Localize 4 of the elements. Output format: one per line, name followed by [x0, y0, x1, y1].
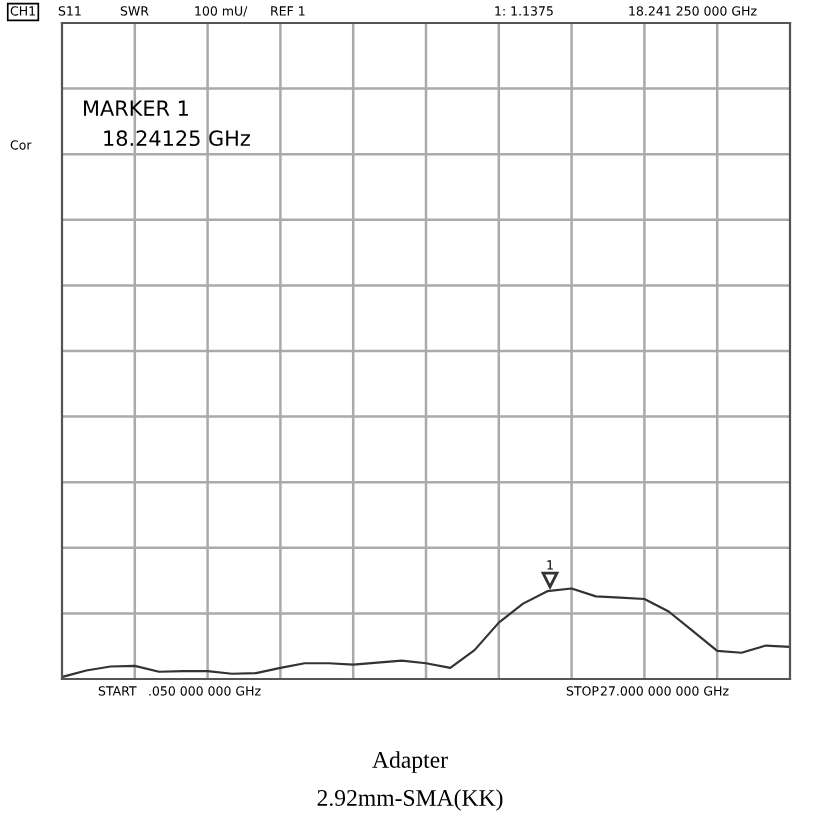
text: 2.92mm-SMA(KK): [317, 789, 503, 811]
text: 18.24125 GHz: [104, 130, 250, 147]
text: Adapter: [372, 751, 448, 773]
text: MARKER 1: [84, 100, 188, 116]
